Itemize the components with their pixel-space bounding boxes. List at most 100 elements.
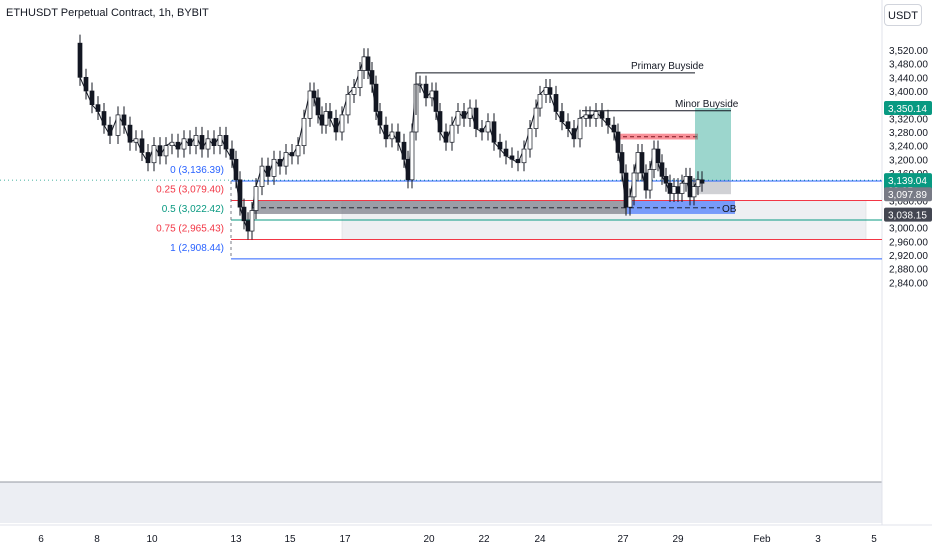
candle-body [283,152,289,167]
fib-label-2: 0.5 (3,022.42) [162,204,224,215]
candle-body [89,90,95,106]
candle-body [361,56,367,71]
candle-body [229,148,235,160]
candle-body [107,124,113,136]
candle-body [383,124,389,140]
candle-body [559,111,565,123]
ob-gray-block [253,200,627,214]
candle-body [675,186,681,194]
x-tick-label: 27 [617,534,629,545]
candle-body [249,210,255,232]
lower-pane [0,482,882,523]
candle-body [663,176,669,184]
fib-label-3: 0.75 (2,965.43) [156,223,224,234]
candle-body [121,114,127,126]
candle-body [587,114,593,119]
candle-body [307,90,313,119]
candle-body [583,114,589,119]
candle-body [655,148,661,164]
candle-body [599,111,605,119]
candle-body [691,186,697,198]
candle-body [593,111,599,119]
x-tick-label: 8 [94,534,100,545]
y-tick-label: 3,280.00 [889,128,928,139]
candle-body [377,111,383,126]
candle-body [611,124,617,133]
candle-body [623,172,629,208]
candle-body [265,165,271,177]
candle-body [395,131,401,143]
candle-body [83,76,89,92]
candle-body [503,148,509,157]
y-tick-label: 3,320.00 [889,114,928,125]
candle-body [437,111,443,133]
currency-button[interactable]: USDT [884,4,922,26]
candle-body [509,155,515,160]
candle-body [77,42,83,78]
y-tick-label: 2,880.00 [889,265,928,276]
candle-body [565,121,571,129]
candle-body [679,182,685,194]
candle-body [627,196,633,208]
y-tick-label: 3,240.00 [889,142,928,153]
primary-buyside-line [415,72,695,115]
candle-body [237,179,243,208]
x-tick-label: 17 [339,534,351,545]
candle-body [543,87,549,95]
candle-body [169,141,175,146]
candle-body [553,94,559,112]
candle-body [315,97,321,116]
candle-body [485,121,491,133]
candle-body [241,206,247,222]
candle-body [647,169,653,191]
price-tag-3 [884,207,932,222]
candle-body [577,117,583,140]
candle-body [357,70,363,88]
candle-body [323,111,329,126]
candle-body [671,186,677,194]
candle-body [491,121,497,143]
candle-body [667,182,673,194]
candle-body [467,107,473,119]
candle-body [417,83,423,86]
x-tick-label: 15 [284,534,296,545]
candle-body [409,131,415,181]
candle-body [643,172,649,191]
y-tick-label: 3,520.00 [889,46,928,57]
candle-body [461,111,467,119]
candle-body [497,141,503,150]
candle-body [295,145,301,157]
candle-body [615,131,621,153]
x-tick-label: 24 [534,534,546,545]
price-tag-label-2: 3,097.89 [888,190,927,201]
x-tick-label: 20 [423,534,435,545]
candle-body [423,83,429,99]
candle-body [327,111,333,119]
x-tick-label: 3 [815,534,821,545]
candle-body [151,145,157,164]
candle-body [139,138,145,153]
candle-body [365,56,371,71]
candle-body [515,158,521,164]
candle-body [115,114,121,136]
y-tick-label: 3,080.00 [889,196,928,207]
x-tick-label: 5 [871,534,877,545]
candle-body [533,107,539,129]
y-tick-label: 3,200.00 [889,155,928,166]
candle-body [473,107,479,129]
candle-body [301,117,307,146]
candle-body [619,152,625,174]
candle-body [199,135,205,150]
candle-body [339,114,345,133]
candle-body [479,128,485,133]
candle-body [369,70,375,85]
candle-body [449,124,455,143]
candle-body [527,128,533,150]
candle-body [401,141,407,160]
ob-label: OB [722,204,737,215]
candle-body [157,145,163,157]
candle-body [631,172,637,198]
candle-body [253,186,259,211]
